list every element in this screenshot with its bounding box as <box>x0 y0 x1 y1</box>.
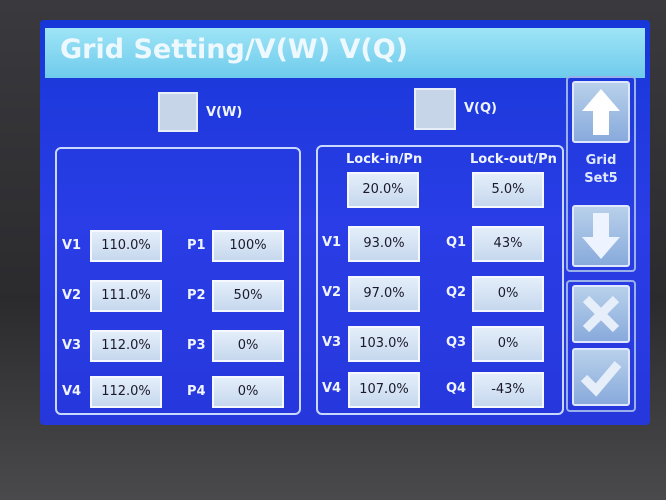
cancel-button[interactable] <box>572 285 630 343</box>
value-field[interactable]: 50% <box>212 280 284 312</box>
row-label: V1 <box>322 235 342 250</box>
row-label: V3 <box>62 338 82 353</box>
checkbox[interactable] <box>414 88 456 130</box>
title-bar <box>45 28 645 78</box>
value-field[interactable]: 43% <box>472 226 544 262</box>
value-field[interactable]: 0% <box>472 276 544 312</box>
cross-icon <box>582 295 620 333</box>
row-label: Q3 <box>446 335 467 350</box>
value-field[interactable]: 0% <box>212 330 284 362</box>
row-label: V4 <box>62 384 82 399</box>
value-field[interactable]: 5.0% <box>472 172 544 208</box>
value-field[interactable]: 110.0% <box>90 230 162 262</box>
row-label: Q1 <box>446 235 467 250</box>
row-label: P2 <box>187 288 206 303</box>
side-frame <box>566 76 636 272</box>
value-field[interactable]: 111.0% <box>90 280 162 312</box>
row-label: Q4 <box>446 381 467 396</box>
column-header: Lock-in/Pn <box>346 152 423 167</box>
title: Grid Setting/V(W) V(Q) <box>60 34 408 65</box>
side-label: Grid Set5 <box>584 153 618 186</box>
value-field[interactable]: -43% <box>472 372 544 408</box>
row-label: V3 <box>322 335 342 350</box>
up-button[interactable] <box>572 81 630 143</box>
value-field[interactable]: 100% <box>212 230 284 262</box>
row-label: V4 <box>322 381 342 396</box>
value-field[interactable]: 0% <box>472 326 544 362</box>
row-label: Q2 <box>446 285 467 300</box>
vw-panel <box>55 147 301 415</box>
up-arrow <box>582 89 620 135</box>
down-button[interactable] <box>572 205 630 267</box>
row-label: V1 <box>62 238 82 253</box>
row-label: P4 <box>187 384 206 399</box>
value-field[interactable]: 107.0% <box>348 372 420 408</box>
value-field[interactable]: 97.0% <box>348 276 420 312</box>
row-label: P1 <box>187 238 206 253</box>
row-label: V2 <box>322 285 342 300</box>
value-field[interactable]: 103.0% <box>348 326 420 362</box>
down-arrow <box>582 213 620 259</box>
value-field[interactable]: 93.0% <box>348 226 420 262</box>
checkbox[interactable] <box>158 92 198 132</box>
value-field[interactable]: 0% <box>212 376 284 408</box>
vq-panel <box>316 145 564 415</box>
column-header: Lock-out/Pn <box>470 152 557 167</box>
value-field[interactable]: 20.0% <box>347 172 419 208</box>
side-frame <box>566 280 636 412</box>
check-icon <box>580 361 622 397</box>
value-field[interactable]: 112.0% <box>90 376 162 408</box>
row-label: P3 <box>187 338 206 353</box>
checkbox-label: V(W) <box>206 105 243 120</box>
row-label: V2 <box>62 288 82 303</box>
value-field[interactable]: 112.0% <box>90 330 162 362</box>
confirm-button[interactable] <box>572 348 630 406</box>
checkbox-label: V(Q) <box>464 101 497 116</box>
